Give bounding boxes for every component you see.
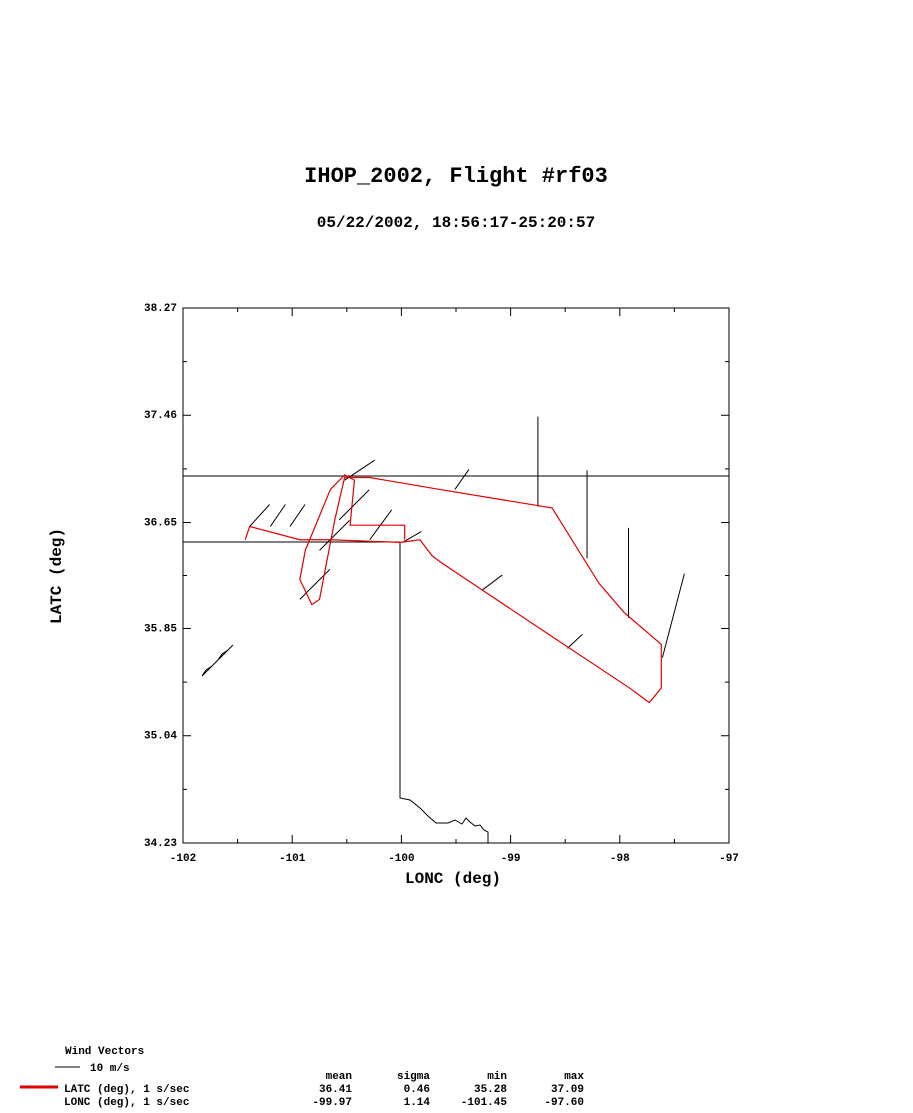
stats-header: sigma (397, 1071, 430, 1083)
wind-vector (299, 568, 331, 600)
wind-legend-title: Wind Vectors (65, 1046, 144, 1058)
wind-legend-label: 10 m/s (90, 1063, 130, 1075)
x-tick-label: -101 (279, 853, 306, 865)
wind-vector (319, 519, 350, 551)
y-tick-label: 37.46 (144, 410, 177, 422)
y-axis-label: LATC (deg) (48, 528, 66, 624)
x-tick-label: -100 (388, 853, 414, 865)
stats-header: max (564, 1071, 584, 1083)
x-tick-label: -98 (610, 853, 630, 865)
stats-value: -97.60 (544, 1097, 584, 1109)
stats-row-label: LATC (deg), 1 s/sec (64, 1084, 189, 1096)
stats-value: -99.97 (312, 1097, 352, 1109)
y-tick-label: 35.85 (144, 623, 177, 635)
wind-vector (338, 489, 370, 521)
plot-frame (182, 307, 730, 844)
chart-title: IHOP_2002, Flight #rf03 (304, 164, 608, 189)
stats-value: 37.09 (551, 1084, 584, 1096)
flight-track (244, 474, 662, 704)
y-tick-label: 36.65 (144, 517, 177, 529)
y-tick-label: 35.04 (144, 731, 177, 743)
x-axis-label: LONC (deg) (405, 870, 501, 888)
x-tick-label: -99 (501, 853, 521, 865)
stats-header: min (487, 1071, 507, 1083)
state-border (399, 542, 489, 843)
wind-vector (481, 574, 503, 591)
wind-vector (249, 504, 270, 527)
stats-value: 36.41 (319, 1084, 352, 1096)
chart-subtitle: 05/22/2002, 18:56:17-25:20:57 (317, 214, 595, 232)
stats-value: 35.28 (474, 1084, 507, 1096)
wind-vector (567, 633, 583, 649)
x-tick-label: -102 (170, 853, 196, 865)
stats-value: 1.14 (404, 1097, 431, 1109)
wind-vector (344, 459, 375, 481)
wind-vector (269, 504, 286, 527)
wind-vector (402, 530, 422, 543)
stats-row-label: LONC (deg), 1 s/sec (64, 1097, 189, 1109)
wind-vector (454, 469, 470, 490)
y-tick-label: 34.23 (144, 838, 177, 850)
map-borders (183, 475, 729, 843)
lake-outline (201, 644, 234, 677)
stats-value: 0.46 (404, 1084, 430, 1096)
stats-value: -101.45 (461, 1097, 508, 1109)
x-tick-label: -97 (719, 853, 739, 865)
y-tick-label: 38.27 (144, 303, 177, 315)
wind-vector (289, 504, 306, 527)
wind-vector (661, 573, 685, 658)
stats-header: mean (326, 1071, 352, 1083)
